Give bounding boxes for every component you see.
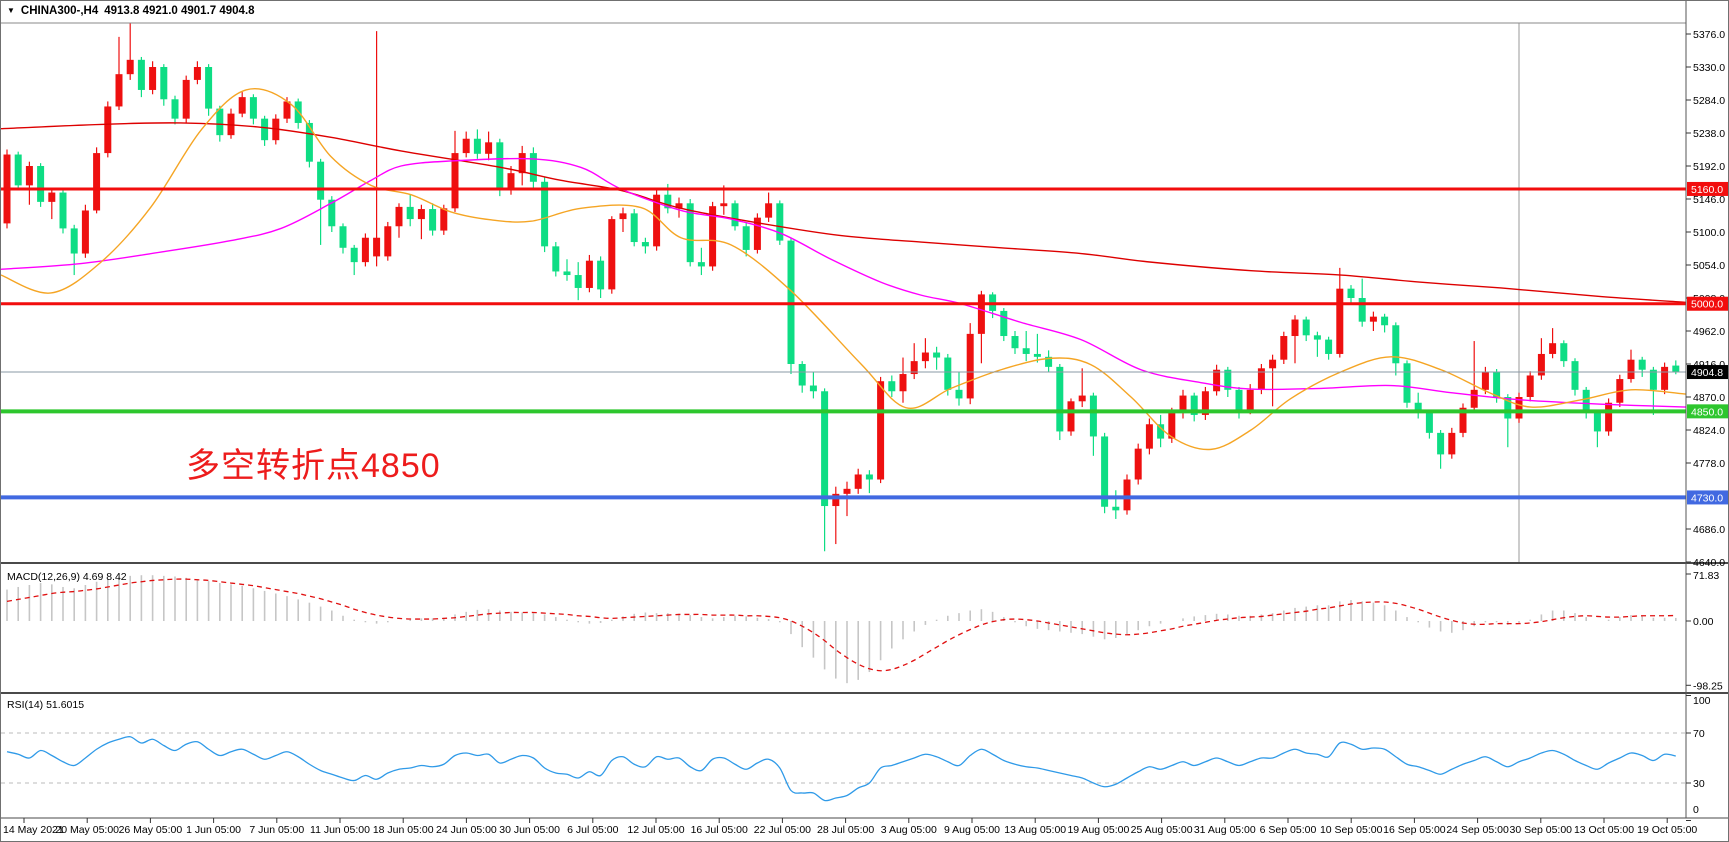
ma-orange-line (1, 88, 1687, 451)
price-tick-label: 5284.0 (1693, 95, 1725, 107)
symbol-timeframe-label: CHINA300-,H4 (20, 5, 99, 17)
symbol-dropdown-icon[interactable]: ▼ (7, 5, 15, 15)
time-tick-label: 26 May 05:00 (119, 824, 183, 836)
time-tick-label: 24 Sep 05:00 (1446, 824, 1509, 836)
time-tick-label: 6 Sep 05:00 (1260, 824, 1317, 836)
rsi-tick-label: 70 (1693, 728, 1705, 740)
time-tick-label: 3 Aug 05:00 (881, 824, 937, 836)
price-tick-label: 5146.0 (1693, 194, 1725, 206)
price-tick-label: 4870.0 (1693, 392, 1725, 404)
price-tick-label: 5100.0 (1693, 227, 1725, 239)
price-tick-label: 4686.0 (1693, 524, 1725, 536)
chart-title-bar: ▼ CHINA300-,H4 4913.8 4921.0 4901.7 4904… (7, 5, 255, 17)
time-tick-label: 22 Jul 05:00 (754, 824, 811, 836)
price-tick-label: 4824.0 (1693, 425, 1725, 437)
time-tick-label: 10 Sep 05:00 (1320, 824, 1383, 836)
price-tick-label: 5376.0 (1693, 29, 1725, 41)
price-axis[interactable]: 5376.0 5330.0 5284.0 5238.0 5192.0 5146.0 5100… (1686, 29, 1725, 569)
price-marker-5000[interactable]: 5000.0 (1687, 296, 1729, 311)
price-tick-label: 4962.0 (1693, 326, 1725, 338)
time-tick-label: 13 Oct 05:00 (1574, 824, 1634, 836)
macd-indicator-label: MACD(12,26,9) 4.69 8.42 (7, 571, 127, 583)
price-tick-label: 5192.0 (1693, 161, 1725, 173)
rsi-panel: 100 70 30 0 (1, 695, 1711, 821)
ma-red-line (1, 122, 1687, 304)
rsi-line (6, 735, 1676, 802)
price-marker-label: 5160.0 (1691, 184, 1723, 196)
time-tick-label: 1 Jun 05:00 (186, 824, 241, 836)
time-tick-label: 12 Jul 05:00 (627, 824, 684, 836)
time-tick-label: 18 Jun 05:00 (373, 824, 434, 836)
time-tick-label: 25 Aug 05:00 (1131, 824, 1193, 836)
time-tick-label: 7 Jun 05:00 (249, 824, 304, 836)
price-tick-label: 4778.0 (1693, 458, 1725, 470)
macd-tick-label: 0.00 (1693, 616, 1714, 628)
price-marker-4730[interactable]: 4730.0 (1687, 490, 1729, 505)
macd-tick-label: -98.25 (1693, 680, 1723, 692)
time-tick-label: 14 May 2021 (3, 824, 64, 836)
rsi-indicator-label: RSI(14) 51.6015 (7, 699, 85, 711)
title-ohlc-values: 4913.8 4921.0 4901.7 4904.8 (104, 5, 255, 17)
time-tick-label: 19 Aug 05:00 (1067, 824, 1129, 836)
macd-signal-line (6, 578, 1676, 672)
rsi-tick-label: 0 (1693, 804, 1699, 816)
price-marker-4904.8[interactable]: 4904.8 (1687, 365, 1729, 380)
price-marker-label: 5000.0 (1691, 299, 1723, 311)
price-marker-4850[interactable]: 4850.0 (1687, 404, 1729, 419)
time-tick-label: 16 Sep 05:00 (1383, 824, 1446, 836)
ma-magenta-line (1, 157, 1687, 408)
macd-panel: 71.83 0.00 -98.25 (6, 570, 1723, 692)
time-tick-label: 19 Oct 05:00 (1637, 824, 1697, 836)
price-tick-label: 5054.0 (1693, 260, 1725, 272)
time-tick-label: 20 May 05:00 (55, 824, 119, 836)
time-tick-label: 24 Jun 05:00 (436, 824, 497, 836)
macd-tick-label: 71.83 (1693, 570, 1719, 582)
price-tick-label: 5238.0 (1693, 128, 1725, 140)
time-tick-label: 30 Sep 05:00 (1510, 824, 1573, 836)
time-tick-label: 16 Jul 05:00 (691, 824, 748, 836)
rsi-tick-label: 100 (1693, 695, 1711, 707)
price-marker-label: 4730.0 (1691, 492, 1723, 504)
price-marker-label: 4904.8 (1691, 367, 1723, 379)
time-tick-label: 30 Jun 05:00 (499, 824, 560, 836)
price-tick-label: 5330.0 (1693, 62, 1725, 74)
price-tick-label: 4640.0 (1693, 557, 1725, 569)
price-marker-5160[interactable]: 5160.0 (1687, 181, 1729, 196)
time-tick-label: 13 Aug 05:00 (1004, 824, 1066, 836)
time-tick-label: 28 Jul 05:00 (817, 824, 874, 836)
time-tick-label: 6 Jul 05:00 (567, 824, 619, 836)
price-marker-label: 4850.0 (1691, 406, 1723, 418)
time-tick-label: 31 Aug 05:00 (1194, 824, 1256, 836)
trend-annotation-text[interactable]: 多空转折点4850 (186, 447, 441, 485)
time-tick-label: 11 Jun 05:00 (310, 824, 370, 836)
rsi-tick-label: 30 (1693, 778, 1705, 790)
time-tick-label: 9 Aug 05:00 (944, 824, 1000, 836)
